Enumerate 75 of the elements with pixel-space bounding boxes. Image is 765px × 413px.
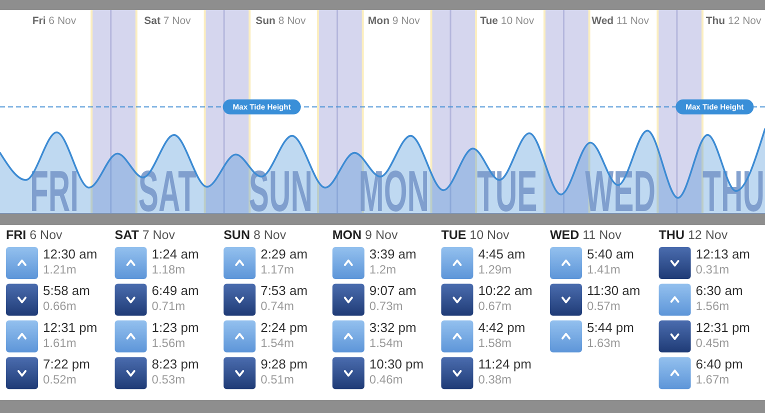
text: 4:42 pm (478, 320, 526, 335)
x-tick-label: Fri 6 Nov (32, 15, 77, 27)
text: 9:07 am (369, 283, 416, 298)
category-label: THU 12 Nov (658, 228, 728, 242)
category-label: WED 11 Nov (550, 228, 622, 242)
category-label: MON 9 Nov (332, 228, 398, 242)
data-label: 0.74m (260, 299, 294, 314)
text: 5:58 am (43, 283, 90, 298)
data-label: 1.18m (152, 262, 186, 276)
data-label: 1.29m (478, 262, 512, 276)
data-label: 1.56m (696, 299, 730, 314)
category-label: SUN 8 Nov (224, 228, 287, 242)
text: 12:31 pm (43, 320, 98, 335)
annotation: SAT (138, 158, 197, 224)
annotation: MON (358, 158, 430, 224)
text: 3:39 am (369, 246, 416, 262)
data-label: 1.63m (587, 336, 620, 350)
text: 10:30 pm (369, 356, 424, 372)
data-label: 0.53m (152, 372, 186, 387)
x-tick-label: Tue 10 Nov (480, 15, 535, 27)
data-label: 1.54m (260, 336, 294, 350)
data-label: 1.2m (369, 262, 396, 276)
text: 4:45 am (478, 246, 526, 262)
text: 5:40 am (587, 246, 634, 262)
annotation: TUE (476, 158, 538, 224)
annotation: FRI (30, 158, 79, 224)
x-tick-label: Sat 7 Nov (144, 15, 192, 27)
data-label: 1.54m (369, 336, 403, 350)
data-label: 0.73m (369, 299, 403, 314)
data-label: 0.45m (696, 336, 730, 350)
text: 6:30 am (696, 283, 743, 298)
category-label: TUE 10 Nov (441, 228, 510, 242)
data-label: 0.46m (369, 372, 403, 387)
data-label: 0.52m (43, 372, 76, 387)
text: 1:23 pm (152, 320, 199, 335)
text: 2:24 pm (260, 320, 308, 335)
data-label: 0.51m (260, 372, 294, 387)
text: 6:40 pm (696, 356, 743, 372)
data-label: 0.38m (478, 372, 512, 387)
text: 10:22 am (478, 283, 532, 298)
category-label: SAT 7 Nov (114, 228, 176, 242)
data-label: 1.67m (696, 372, 730, 387)
data-label: 1.21m (43, 262, 76, 276)
data-label: 1.56m (152, 336, 186, 350)
data-label: 1.58m (478, 336, 512, 350)
category-label: FRI 6 Nov (6, 228, 64, 242)
text: 1:24 am (152, 246, 199, 262)
text: 3:32 pm (369, 320, 416, 335)
text: 12:31 pm (696, 320, 750, 335)
data-label: 0.31m (696, 262, 730, 276)
text: 5:44 pm (587, 320, 634, 335)
text: 6:49 am (152, 283, 199, 298)
data-label: 0.66m (43, 299, 76, 314)
text: 2:29 am (260, 246, 308, 262)
text: 12:13 am (696, 246, 750, 262)
text: 7:53 am (260, 283, 308, 298)
text: 8:23 pm (152, 356, 199, 372)
data-label: 1.61m (43, 336, 76, 350)
data-label: 0.57m (587, 299, 620, 314)
annotation: SUN (248, 158, 313, 224)
data-label: 1.41m (587, 262, 620, 276)
x-tick-label: Mon 9 Nov (368, 15, 421, 27)
data-label: 0.71m (152, 299, 186, 314)
x-tick-label: Wed 11 Nov (592, 15, 650, 27)
data-label: 0.67m (478, 299, 512, 314)
text: 12:30 am (43, 246, 98, 262)
text: 7:22 pm (43, 356, 90, 372)
annotation: THU (702, 158, 765, 224)
data-label: 1.17m (260, 262, 294, 276)
text: 11:24 pm (478, 356, 532, 372)
x-tick-label: Thu 12 Nov (706, 15, 762, 27)
annotation: WED (585, 158, 656, 224)
x-tick-label: Sun 8 Nov (256, 15, 307, 27)
text: 9:28 pm (260, 356, 308, 372)
text: 11:30 am (587, 283, 640, 298)
